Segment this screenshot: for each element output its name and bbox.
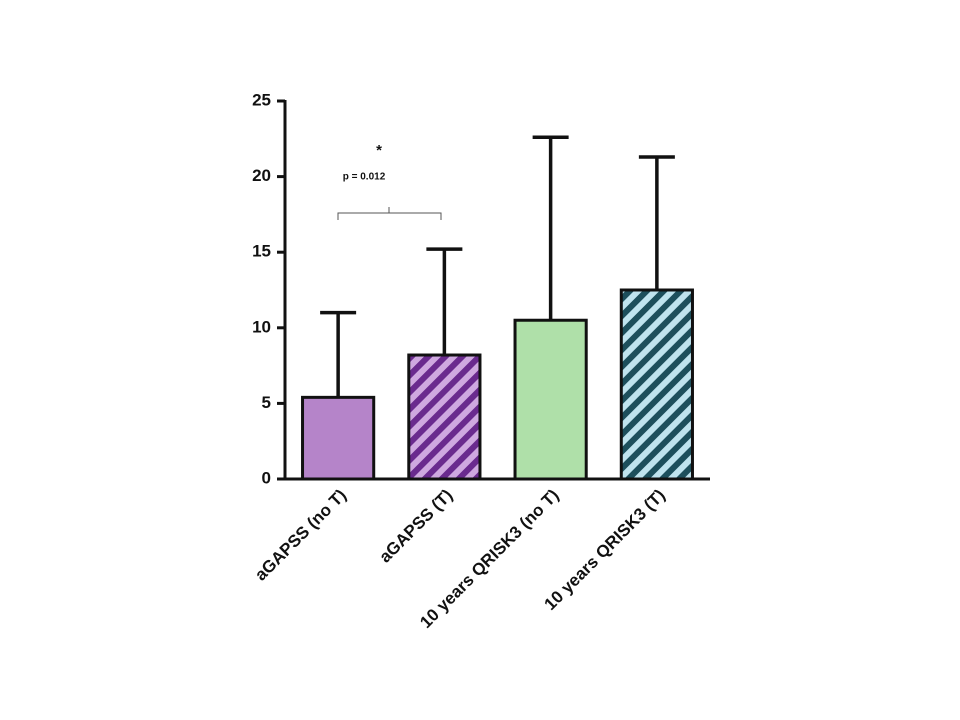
significance-bracket <box>337 207 442 220</box>
x-tick-label: 10 years QRISK3 (T) <box>541 486 669 614</box>
y-tick-label: 20 <box>252 166 271 185</box>
x-tick-label: aGAPSS (no T) <box>251 486 350 585</box>
y-tick-label: 5 <box>262 393 271 412</box>
significance-star: * <box>376 142 382 159</box>
bar <box>407 353 482 481</box>
y-tick-label: 25 <box>252 90 271 109</box>
bar <box>513 318 588 481</box>
y-tick-label: 10 <box>252 317 271 336</box>
bar <box>301 395 376 481</box>
y-tick-label: 0 <box>262 468 271 487</box>
p-value: p = 0.012 <box>343 172 386 183</box>
bar <box>619 288 694 481</box>
x-tick-label: aGAPSS (T) <box>375 486 456 567</box>
y-tick-label: 15 <box>252 242 271 261</box>
